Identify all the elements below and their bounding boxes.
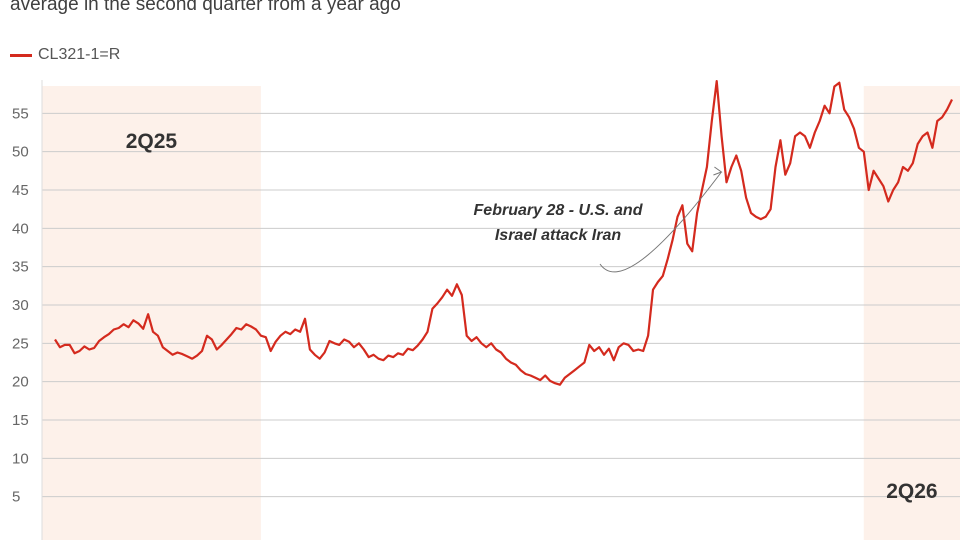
chart-subtitle: average in the second quarter from a yea… [10, 0, 401, 15]
y-tick-label: 5 [12, 489, 20, 506]
legend: CL321-1=R [10, 46, 120, 64]
period-shading [863, 86, 960, 540]
y-tick-label: 55 [12, 105, 29, 122]
series-line [54, 80, 953, 386]
legend-label: CL321-1=R [38, 46, 121, 63]
y-tick-label: 35 [12, 259, 29, 276]
period-label: 2Q26 [886, 480, 937, 503]
y-tick-label: 25 [12, 335, 29, 352]
y-tick-label: 45 [12, 182, 29, 199]
annotation-arrowhead [713, 166, 723, 176]
y-tick-label: 40 [12, 220, 29, 237]
y-tick-label: 10 [12, 450, 29, 467]
annotation-arrow [599, 171, 722, 273]
y-tick-label: 20 [12, 374, 29, 391]
y-tick-label: 15 [12, 412, 29, 429]
y-tick-label: 30 [12, 297, 29, 314]
annotation-text: February 28 - U.S. and Israel attack Iran [474, 202, 644, 244]
y-tick-label: 50 [12, 144, 29, 161]
period-label: 2Q25 [126, 130, 178, 153]
period-shading [42, 86, 261, 540]
legend-swatch [10, 53, 32, 57]
